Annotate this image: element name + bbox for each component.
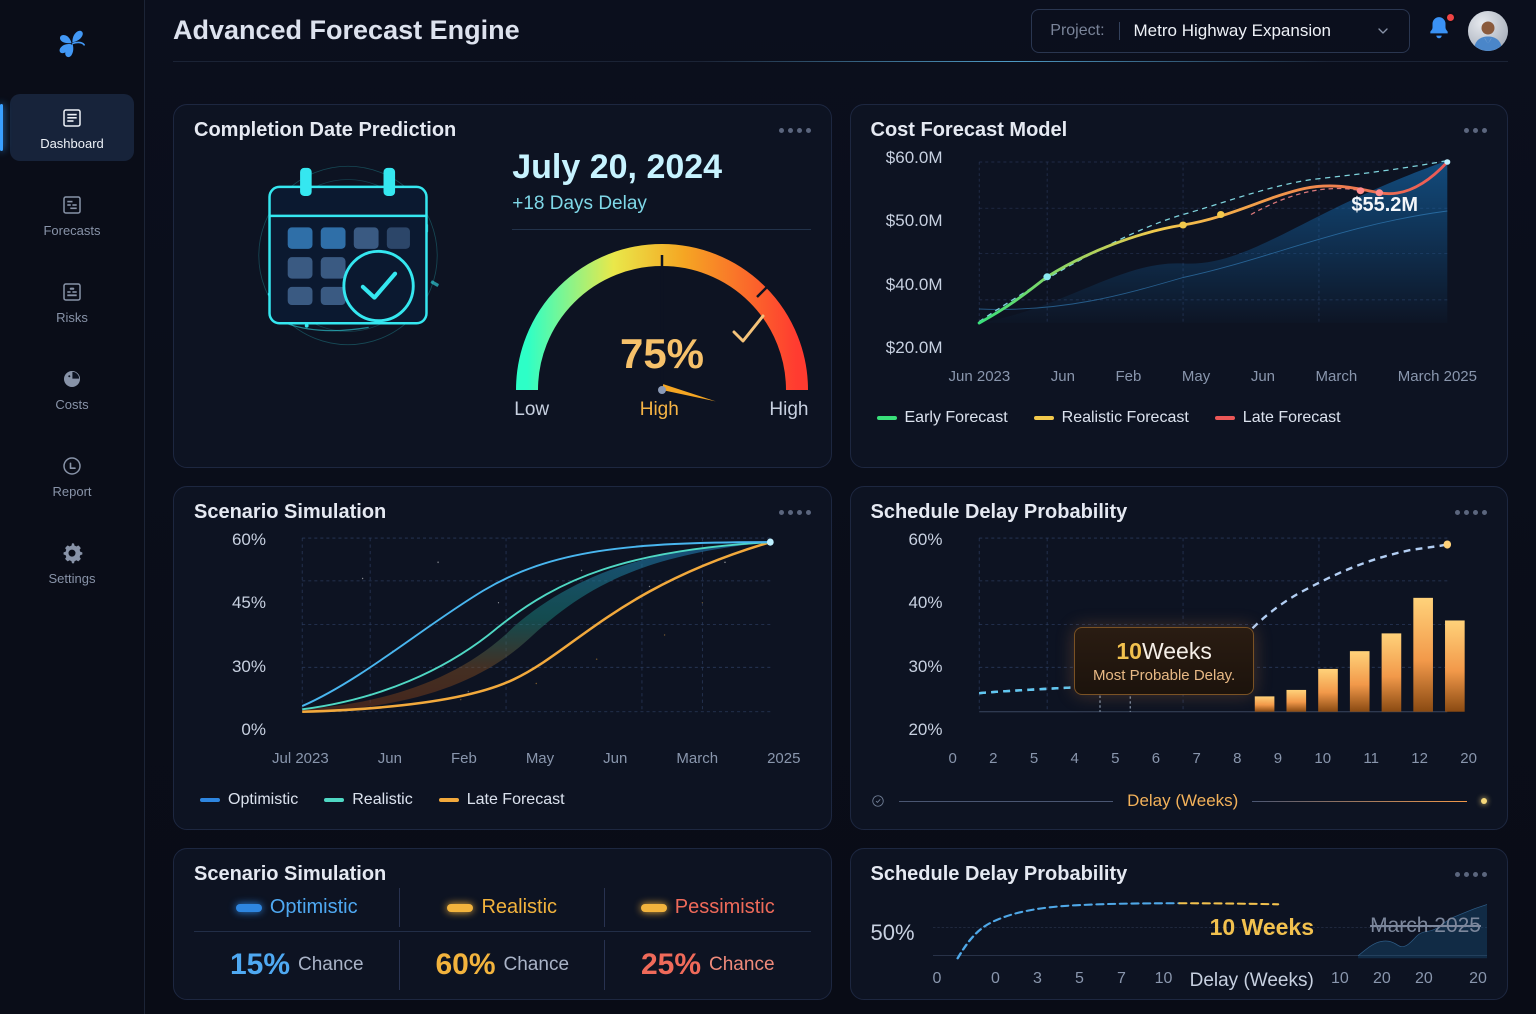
- svg-text:75%: 75%: [620, 330, 704, 377]
